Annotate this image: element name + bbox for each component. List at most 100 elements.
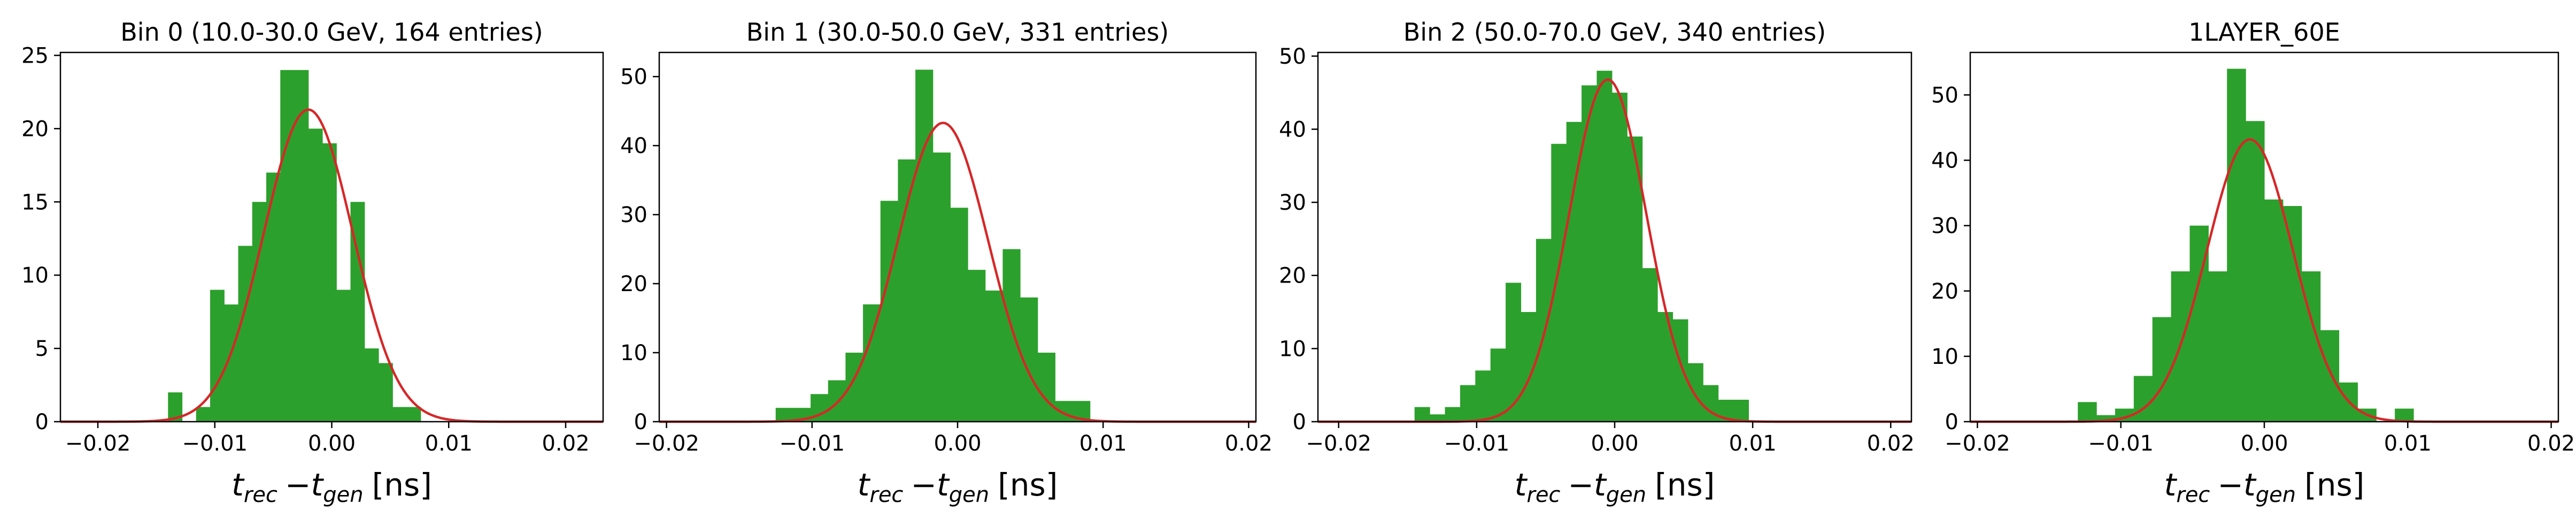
histogram-bar <box>1430 414 1446 422</box>
y-tick-label: 0 <box>1945 410 1958 435</box>
histogram-bar <box>2320 330 2340 422</box>
histogram-bar <box>950 208 968 422</box>
x-axis-label-unit: [ns] <box>2304 467 2364 503</box>
x-tick-label: 0.00 <box>308 431 356 456</box>
histogram-bar <box>1460 385 1476 422</box>
y-tick-label: 10 <box>1279 337 1306 361</box>
histogram-bar <box>1611 93 1628 422</box>
y-tick-label: 20 <box>1931 279 1958 304</box>
x-axis-label: trec −tgen [ns] <box>1515 467 1715 507</box>
y-tick-label: 50 <box>1931 83 1958 108</box>
x-axis-label-main-a: t <box>232 467 245 503</box>
x-tick-label: 0.02 <box>1225 431 1272 456</box>
histogram-bar <box>406 407 421 422</box>
x-tick-label: 0.01 <box>1729 431 1777 456</box>
y-tick-label: 30 <box>1931 214 1958 239</box>
histogram-bar <box>238 246 253 422</box>
x-axis-label-main-a: t <box>858 467 871 503</box>
x-tick-label: −0.02 <box>65 431 131 456</box>
x-tick-label: 0.01 <box>2384 431 2432 456</box>
histogram-bar <box>252 202 267 422</box>
histogram-bar <box>863 304 881 422</box>
histogram-bar <box>364 348 379 422</box>
histogram-bar <box>898 159 916 422</box>
chart-title: Bin 0 (10.0-30.0 GeV, 164 entries) <box>120 18 543 47</box>
y-tick-label: 50 <box>620 65 647 89</box>
x-tick-label: 0.00 <box>2240 431 2288 456</box>
histogram-bar <box>1687 363 1703 422</box>
x-axis-label-sub-b: gen <box>949 483 989 507</box>
histogram-bar <box>2282 205 2302 422</box>
x-axis-label: trec −tgen [ns] <box>232 467 432 507</box>
histogram-bar <box>280 70 295 422</box>
x-axis-label-unit: [ns] <box>998 467 1058 503</box>
x-axis-label-main-a: t <box>2164 467 2178 503</box>
histogram-bars <box>775 70 1091 422</box>
histogram-bar <box>828 380 846 422</box>
histogram-bar <box>322 143 337 422</box>
y-tick-label: 10 <box>620 341 647 365</box>
histogram-bar <box>1490 348 1506 422</box>
x-axis-label-sub-b: gen <box>323 483 363 507</box>
x-axis-label-main-b: t <box>1594 467 1607 503</box>
x-tick-label: 0.00 <box>1591 431 1638 456</box>
histogram-bar <box>1475 370 1491 422</box>
histogram-bar <box>932 153 951 422</box>
x-tick-label: 0.02 <box>1867 431 1915 456</box>
histogram-bars <box>168 70 421 422</box>
histogram-bar <box>350 202 365 422</box>
histogram-panel-0: Gaussian fit−0.02 −0.01 0.00 0.01 0.02051015… <box>21 18 604 507</box>
x-axis-label: trec −tgen [ns] <box>2164 467 2365 507</box>
x-axis-label-main-b: t <box>311 467 325 503</box>
histogram-bar <box>2152 317 2172 422</box>
y-tick-label: 40 <box>1931 149 1958 173</box>
y-tick-label: 30 <box>620 203 647 227</box>
histogram-bar <box>2246 121 2265 422</box>
x-tick-label: −0.01 <box>2088 431 2154 456</box>
y-tick-label: 10 <box>1931 345 1958 369</box>
histogram-bar <box>1037 353 1055 422</box>
histogram-bars <box>1414 71 1749 422</box>
x-axis-label-minus: − <box>2217 467 2243 503</box>
histogram-bar <box>1672 319 1688 422</box>
x-axis-label-sub-a: rec <box>869 483 903 507</box>
x-tick-label: −0.02 <box>1945 431 2010 456</box>
histogram-bar <box>1566 121 1582 422</box>
chart-title: Bin 1 (30.0-50.0 GeV, 331 entries) <box>746 18 1169 47</box>
histogram-bar <box>196 407 211 422</box>
x-tick-label: 0.02 <box>542 431 589 456</box>
histogram-bar <box>1596 71 1613 422</box>
x-axis-label-main-b: t <box>937 467 950 503</box>
histogram-bar <box>1642 268 1658 422</box>
x-axis-label-minus: − <box>911 467 937 503</box>
x-axis-label-sub-a: rec <box>244 483 277 507</box>
histogram-bar <box>1506 283 1522 422</box>
histogram-bar <box>2133 376 2153 422</box>
x-axis-label-minus: − <box>285 467 311 503</box>
histogram-bar <box>2227 68 2246 422</box>
x-axis-label-unit: [ns] <box>372 467 432 503</box>
histogram-bar <box>775 408 794 422</box>
x-tick-label: −0.02 <box>634 431 699 456</box>
y-tick-label: 0 <box>1293 410 1306 435</box>
y-tick-label: 20 <box>620 272 647 296</box>
x-tick-label: 0.01 <box>425 431 473 456</box>
x-axis-label-sub-b: gen <box>1606 483 1646 507</box>
histogram-bar <box>392 407 407 422</box>
x-tick-label: 0.00 <box>934 431 981 456</box>
histogram-bar <box>1414 407 1430 422</box>
histogram-bar <box>1055 401 1073 422</box>
histogram-bar <box>336 290 351 422</box>
x-tick-label: −0.01 <box>780 431 845 456</box>
histogram-panel-3: Gaussian fit−0.02 −0.01 0.00 0.01 0.02010203… <box>1931 18 2575 507</box>
y-tick-label: 50 <box>1279 44 1306 69</box>
y-tick-label: 40 <box>620 134 647 158</box>
histogram-bar <box>985 290 1003 422</box>
x-axis-label-sub-a: rec <box>1526 483 1560 507</box>
histogram-bar <box>1002 249 1021 422</box>
x-tick-label: 0.01 <box>1079 431 1127 456</box>
histogram-bar <box>379 363 393 422</box>
y-tick-label: 25 <box>21 43 49 68</box>
x-axis-label-sub-a: rec <box>2176 483 2210 507</box>
